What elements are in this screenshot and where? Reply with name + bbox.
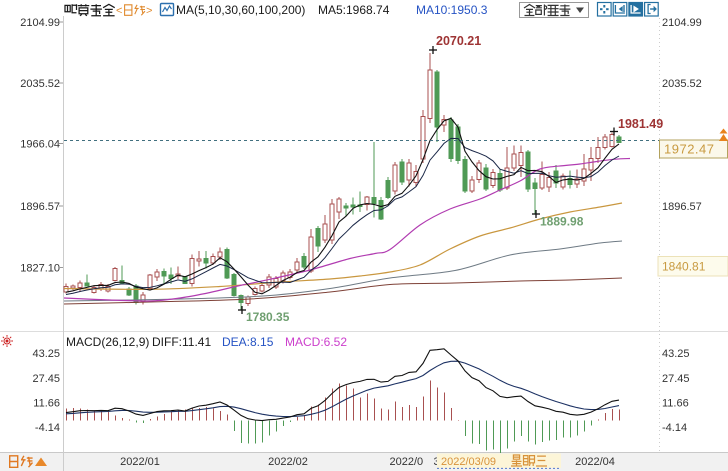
svg-text:MACD(26,12,9): MACD(26,12,9) [66, 335, 149, 349]
svg-text:11.66: 11.66 [33, 398, 60, 410]
svg-text:1966.04: 1966.04 [20, 139, 60, 151]
svg-text:>: > [146, 5, 152, 17]
svg-text:-4.14: -4.14 [662, 422, 687, 434]
svg-text:2022/04: 2022/04 [575, 456, 615, 468]
svg-text:1896.57: 1896.57 [20, 201, 60, 213]
svg-text:2022/0: 2022/0 [390, 456, 424, 468]
svg-text:1981.49: 1981.49 [618, 117, 663, 131]
svg-text:MA(5,10,30,60,100,200): MA(5,10,30,60,100,200) [176, 3, 305, 17]
svg-text:27.45: 27.45 [662, 373, 690, 385]
svg-text:MA10:1950.3: MA10:1950.3 [416, 3, 488, 17]
svg-text:<: < [116, 5, 122, 17]
svg-text:DEA:8.15: DEA:8.15 [222, 335, 274, 349]
svg-text:2022/03/09: 2022/03/09 [441, 456, 496, 468]
svg-text:DIFF:11.41: DIFF:11.41 [152, 335, 211, 349]
svg-text:1889.98: 1889.98 [540, 215, 584, 229]
svg-text:2022/02: 2022/02 [268, 456, 308, 468]
svg-text:2035.52: 2035.52 [662, 78, 702, 90]
svg-text:1972.47: 1972.47 [664, 142, 715, 157]
svg-text:2104.99: 2104.99 [662, 17, 702, 29]
svg-text:1840.81: 1840.81 [662, 260, 706, 274]
svg-text:1827.10: 1827.10 [20, 263, 60, 275]
svg-text:MACD:6.52: MACD:6.52 [285, 335, 347, 349]
svg-text:3: 3 [434, 456, 440, 468]
svg-text:2070.21: 2070.21 [436, 34, 481, 48]
svg-text:MA5:1968.74: MA5:1968.74 [318, 3, 390, 17]
svg-text:11.66: 11.66 [662, 398, 689, 410]
svg-text:2022/01: 2022/01 [120, 456, 160, 468]
svg-text:27.45: 27.45 [32, 373, 60, 385]
svg-text:43.25: 43.25 [662, 348, 690, 360]
svg-text:-4.14: -4.14 [35, 422, 60, 434]
svg-text:1896.57: 1896.57 [662, 201, 702, 213]
svg-text:2035.52: 2035.52 [20, 78, 60, 90]
svg-text:1780.35: 1780.35 [246, 310, 290, 324]
svg-text:2104.99: 2104.99 [20, 17, 60, 29]
svg-text:43.25: 43.25 [32, 348, 60, 360]
